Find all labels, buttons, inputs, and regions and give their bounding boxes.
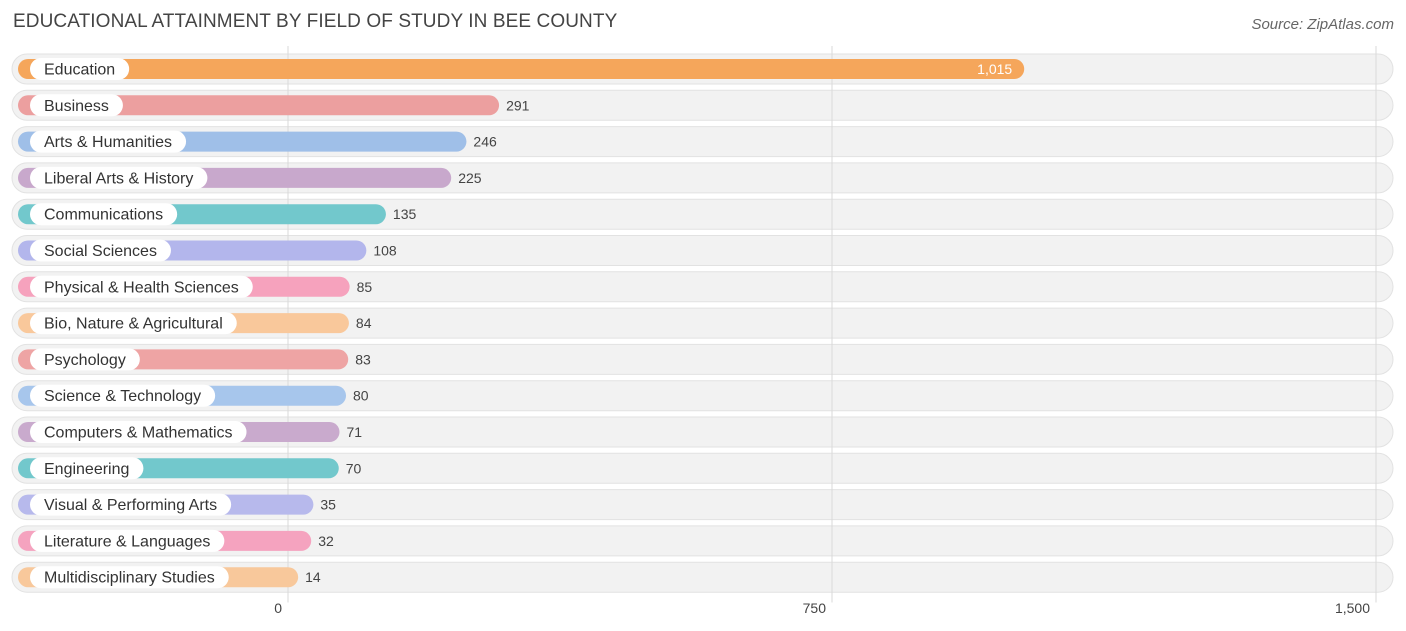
category-label: Liberal Arts & History [44,170,193,187]
category-label: Science & Technology [44,388,201,405]
category-label: Engineering [44,461,129,478]
category-label-pill [30,203,178,226]
value-label: 291 [506,97,530,113]
row-background [11,525,1394,557]
category-label-pill [30,493,232,516]
row-background [11,452,1394,484]
value-label: 85 [357,279,373,295]
category-label: Social Sciences [44,243,157,260]
bar [18,95,500,116]
bar [18,59,1025,79]
category-label-pill [30,384,216,407]
row-background [11,380,1394,412]
category-label: Multidisciplinary Studies [44,570,215,587]
category-label-pill [30,529,225,552]
category-label-pill [30,566,229,589]
source-credit: Source: ZipAtlas.com [1251,16,1394,33]
row-background [11,307,1394,339]
value-label: 80 [353,388,369,404]
row-background [11,271,1394,303]
row-background [11,489,1394,521]
value-label: 70 [346,460,362,476]
value-label: 108 [373,243,397,259]
category-label-pill [30,421,247,443]
tick-label: 1,500 [1335,600,1370,616]
value-label: 84 [356,315,372,331]
category-label-pill [30,348,140,371]
category-label: Psychology [44,352,126,369]
value-label: 135 [393,206,417,222]
category-label: Education [44,62,115,79]
value-label: 1,015 [977,61,1012,77]
value-label: 225 [458,170,482,186]
category-label: Computers & Mathematics [44,425,233,442]
category-label: Literature & Languages [44,533,210,550]
value-label: 32 [318,533,334,549]
value-label: 83 [355,351,371,367]
category-label: Physical & Health Sciences [44,279,239,296]
category-label-pill [30,94,123,117]
category-label: Communications [44,207,163,224]
category-label-pill [30,58,130,80]
category-label: Bio, Nature & Agricultural [44,316,223,333]
chart-title: EDUCATIONAL ATTAINMENT BY FIELD OF STUDY… [13,11,618,32]
value-label: 246 [473,134,497,150]
category-label: Visual & Performing Arts [44,497,217,514]
row-background [11,561,1394,593]
category-label: Business [44,98,109,115]
category-label-pill [30,275,253,298]
row-background [11,416,1394,448]
category-label-pill [30,239,171,262]
value-label: 14 [305,569,321,585]
category-label-pill [30,457,144,480]
tick-label: 750 [803,600,827,616]
value-label: 71 [346,424,362,440]
category-label-pill [30,312,237,335]
category-label: Arts & Humanities [44,134,172,151]
category-label-pill [30,166,208,189]
tick-label: 0 [274,600,282,616]
category-label-pill [30,130,187,153]
value-label: 35 [320,497,336,513]
row-background [11,343,1394,375]
